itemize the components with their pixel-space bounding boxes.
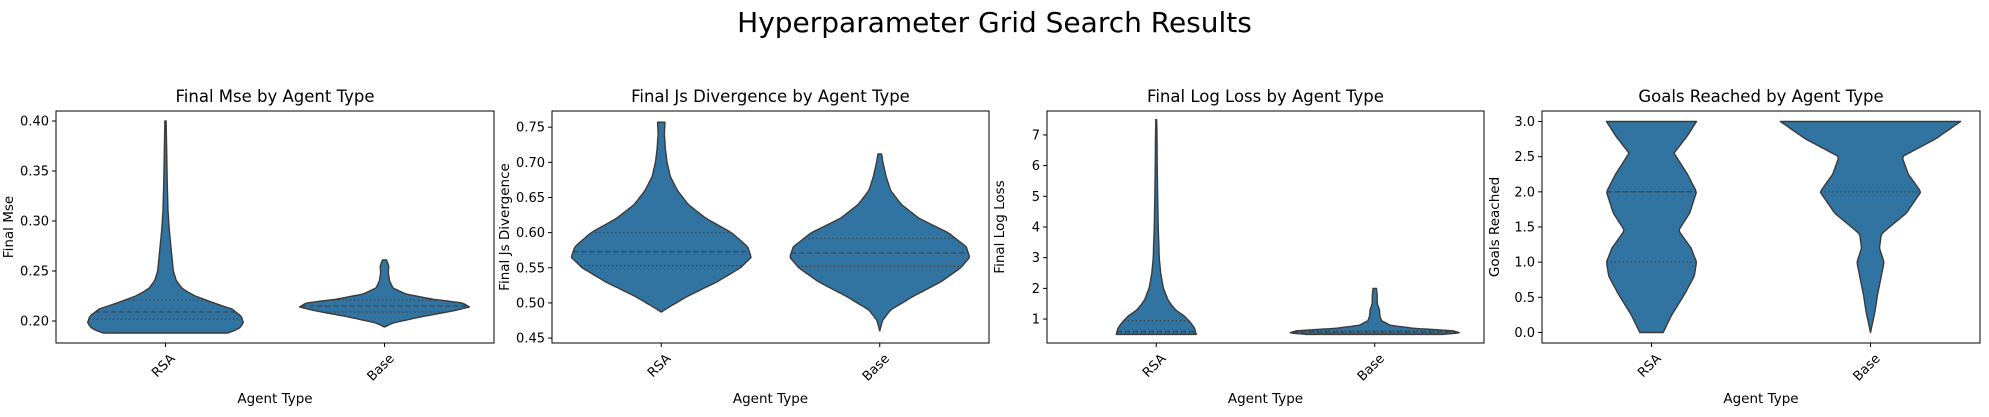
x-axis-label: Agent Type xyxy=(1228,391,1303,407)
axes-frame xyxy=(55,110,495,344)
subplot-title: Goals Reached by Agent Type xyxy=(1638,87,1883,106)
subplot-1: Final Mse by Agent Type 0.20 0.25 0.30 0.35 0… xyxy=(1,87,495,407)
y-axis-label: Final Js Divergence xyxy=(497,163,513,291)
y-tick-label: 3 xyxy=(1032,251,1040,266)
y-tick-label: 0.75 xyxy=(516,121,545,136)
y-tick-label: 2.5 xyxy=(1514,150,1535,165)
violin-rsa xyxy=(570,121,752,313)
y-tick-label: 1.0 xyxy=(1514,256,1535,271)
figure-title: Hyperparameter Grid Search Results xyxy=(737,6,1252,39)
x-tick-label-base: Base xyxy=(860,351,893,384)
axes-frame xyxy=(551,110,990,344)
y-tick-label: 2 xyxy=(1032,282,1040,297)
y-axis-label: Final Mse xyxy=(1,196,17,258)
y-tick-label: 4 xyxy=(1032,221,1040,236)
y-tick-label: 0.45 xyxy=(516,332,545,347)
violin-base xyxy=(789,153,970,332)
subplots-container: Final Mse by Agent Type 0.20 0.25 0.30 0.35 0… xyxy=(1,87,1981,407)
y-tick-label: 0.60 xyxy=(516,226,545,241)
x-axis-label: Agent Type xyxy=(237,391,312,407)
subplot-2: Final Js Divergence by Agent Type 0.45 0.5… xyxy=(497,87,990,407)
subplot-3: Final Log Loss by Agent Type 1 2 3 4 5 6 7 RSA Ba… xyxy=(992,87,1485,407)
x-tick-label-rsa: RSA xyxy=(1140,351,1169,380)
y-tick-label: 5 xyxy=(1032,190,1040,205)
y-tick-label: 0.25 xyxy=(20,265,49,280)
y-tick-label: 0.20 xyxy=(20,315,49,330)
y-tick-label: 0.70 xyxy=(516,156,545,171)
x-tick-label-base: Base xyxy=(1851,351,1884,384)
subplot-title: Final Mse by Agent Type xyxy=(176,87,375,106)
y-tick-label: 0.65 xyxy=(516,191,545,206)
violin-base xyxy=(1779,120,1962,334)
y-tick-label: 6 xyxy=(1032,159,1040,174)
x-tick-label-rsa: RSA xyxy=(645,351,674,380)
subplot-title: Final Log Loss by Agent Type xyxy=(1147,87,1384,106)
y-tick-label: 0.30 xyxy=(20,215,49,230)
x-axis-label: Agent Type xyxy=(1723,391,1798,407)
violin-base xyxy=(299,259,470,328)
violin-base xyxy=(1289,287,1460,336)
x-tick-label-base: Base xyxy=(1355,351,1388,384)
y-axis-label: Final Log Loss xyxy=(992,180,1008,273)
y-tick-label: 0.5 xyxy=(1514,291,1535,306)
x-tick-label-rsa: RSA xyxy=(1635,351,1664,380)
y-tick-label: 7 xyxy=(1032,128,1040,143)
violin-rsa xyxy=(1115,118,1197,336)
x-tick-label-base: Base xyxy=(365,351,398,384)
y-tick-label: 0.55 xyxy=(516,261,545,276)
y-tick-label: 2.0 xyxy=(1514,185,1535,200)
y-tick-label: 3.0 xyxy=(1514,115,1535,130)
violin-rsa xyxy=(87,120,244,334)
y-tick-label: 0.40 xyxy=(20,115,49,130)
subplot-4: Goals Reached by Agent Type 0.0 0.5 1.0 1.5 2… xyxy=(1487,87,1981,407)
subplot-title: Final Js Divergence by Agent Type xyxy=(631,87,910,106)
axes-frame xyxy=(1046,110,1485,344)
y-tick-label: 1 xyxy=(1032,313,1040,328)
x-tick-label-rsa: RSA xyxy=(149,351,178,380)
y-tick-label: 0.35 xyxy=(20,165,49,180)
y-tick-label: 0.50 xyxy=(516,296,545,311)
y-tick-label: 0.0 xyxy=(1514,326,1535,341)
y-tick-label: 1.5 xyxy=(1514,221,1535,236)
y-axis-label: Goals Reached xyxy=(1487,177,1503,277)
violin-rsa xyxy=(1605,120,1698,334)
x-axis-label: Agent Type xyxy=(733,391,808,407)
